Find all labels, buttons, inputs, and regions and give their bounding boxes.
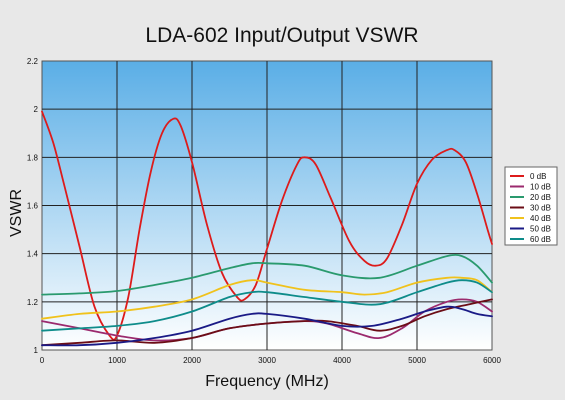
legend-label-60-db: 60 dB (530, 235, 551, 244)
series-line-60-db (41, 279, 493, 332)
legend-label-0-db: 0 dB (530, 172, 546, 181)
legend-box (504, 166, 558, 246)
x-tick-label: 3000 (258, 356, 276, 365)
x-tick-labels: 0 1000 2000 3000 4000 5000 6000 (40, 356, 502, 365)
gridlines (42, 61, 492, 350)
x-tick-label: 1000 (108, 356, 126, 365)
legend-label-30-db: 30 dB (530, 204, 551, 213)
legend-label-20-db: 20 dB (530, 193, 551, 202)
y-tick-label: 1.8 (27, 153, 39, 162)
x-tick-label: 6000 (483, 356, 501, 365)
legend-label-10-db: 10 dB (530, 183, 551, 192)
y-tick-label: 1 (34, 346, 39, 355)
y-tick-label: 1.2 (27, 298, 39, 307)
x-tick-label: 5000 (408, 356, 426, 365)
series-line-40-db (41, 276, 493, 320)
y-tick-label: 2.2 (27, 57, 39, 66)
x-tick-label: 4000 (333, 356, 351, 365)
y-tick-labels: 1 1.2 1.4 1.6 1.8 2 2.2 (27, 57, 39, 355)
series-line-50-db (41, 305, 493, 347)
x-tick-label: 0 (40, 356, 45, 365)
series-line-20-db (41, 254, 493, 296)
x-axis-title: Frequency (MHz) (205, 373, 329, 390)
x-tick-label: 2000 (183, 356, 201, 365)
series-line-0-db (41, 110, 493, 341)
y-tick-label: 1.6 (27, 202, 39, 211)
y-tick-label: 2 (34, 105, 39, 114)
y-tick-label: 1.4 (27, 250, 39, 259)
y-axis-title: VSWR (8, 189, 25, 237)
legend-label-50-db: 50 dB (530, 225, 551, 234)
chart-title: LDA-602 Input/Output VSWR (145, 24, 418, 47)
legend-label-40-db: 40 dB (530, 214, 551, 223)
series-lines (41, 110, 493, 347)
